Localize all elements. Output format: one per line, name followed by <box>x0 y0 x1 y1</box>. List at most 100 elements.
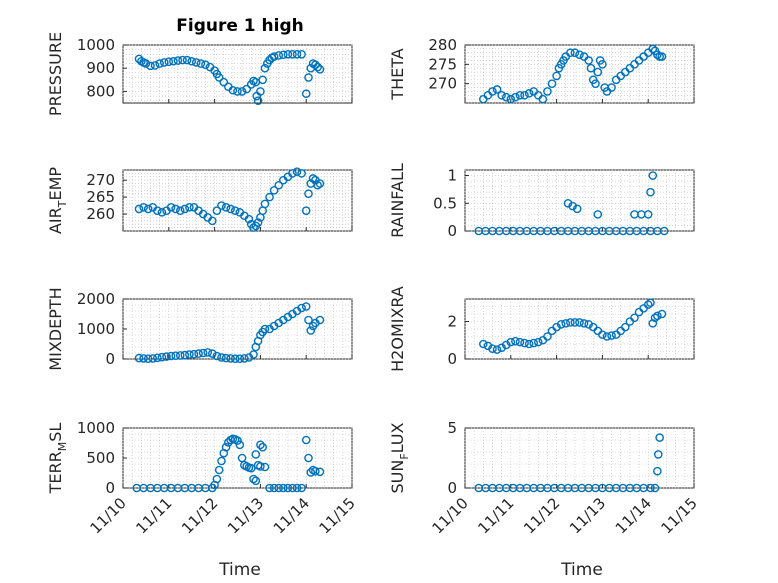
data-point <box>214 465 224 475</box>
data-point <box>593 210 603 219</box>
data-point <box>201 60 210 70</box>
data-point <box>134 353 144 363</box>
data-point <box>288 483 297 493</box>
data-point <box>237 87 247 96</box>
data-point <box>488 344 497 353</box>
y-tick-label: 2000 <box>77 290 115 308</box>
x-tick-label: 11/15 <box>658 494 701 537</box>
data-series <box>132 434 325 493</box>
y-axis-label: TERRMSL <box>46 423 69 495</box>
data-point <box>278 483 288 493</box>
data-point <box>274 180 284 190</box>
data-point <box>579 319 589 328</box>
x-tick-label: 11/10 <box>87 494 130 537</box>
data-point <box>217 353 226 362</box>
x-axis-label-right: Time <box>560 560 603 580</box>
data-point <box>256 87 265 96</box>
y-tick-label: 0 <box>105 479 115 497</box>
data-series <box>134 302 325 364</box>
data-point <box>650 483 660 493</box>
data-point <box>150 61 160 70</box>
data-point <box>653 50 662 59</box>
y-axis-label-main: AIR <box>46 207 65 234</box>
y-tick-label: 0 <box>447 479 457 497</box>
data-point <box>249 350 258 359</box>
data-point <box>584 56 593 65</box>
data-point <box>214 73 224 82</box>
subplot-h2omixra: 0 2 H2OMIXRA <box>388 286 695 372</box>
data-point <box>235 440 245 450</box>
data-point <box>219 77 229 87</box>
gridlines <box>122 298 353 360</box>
y-tick-label: 0 <box>105 350 115 368</box>
data-series <box>474 171 669 236</box>
data-point <box>543 332 552 341</box>
data-point <box>139 202 148 212</box>
data-point <box>630 313 639 323</box>
data-point <box>524 339 534 349</box>
data-point <box>143 354 153 364</box>
data-point <box>570 318 580 327</box>
data-point <box>297 483 306 493</box>
y-tick-label: 1000 <box>77 320 115 338</box>
x-tick-label: 11/14 <box>270 494 313 537</box>
data-point <box>166 202 176 212</box>
data-point <box>143 204 153 214</box>
data-point <box>566 48 575 58</box>
y-axis-label: PRESSURE <box>46 32 65 116</box>
y-axis-label-rest: LUX <box>388 422 407 453</box>
data-point <box>269 186 279 195</box>
data-point <box>607 331 616 340</box>
data-point <box>621 322 630 332</box>
data-point <box>155 59 164 68</box>
gridlines <box>464 44 695 104</box>
data-point <box>217 456 226 466</box>
data-point <box>212 206 222 215</box>
data-point <box>301 89 311 99</box>
data-point <box>191 58 201 67</box>
subplot-pressure: 800 900 1000 PRESSURE <box>46 32 353 116</box>
data-point <box>315 467 325 477</box>
gridlines <box>464 298 695 360</box>
data-point <box>274 51 284 60</box>
x-tick-label: 11/10 <box>429 494 472 537</box>
subplot-rainfall: 0 0.5 1 RAINFALL <box>388 163 695 240</box>
data-point <box>602 332 612 341</box>
data-point <box>301 206 311 215</box>
data-point <box>169 56 178 66</box>
data-point <box>501 92 511 102</box>
y-axis-label: THETA <box>388 48 407 100</box>
data-point <box>258 75 267 85</box>
data-point <box>643 210 653 219</box>
data-point <box>203 348 213 357</box>
data-point <box>226 204 235 214</box>
data-point <box>561 319 571 328</box>
data-point <box>283 483 293 493</box>
data-point <box>575 318 584 327</box>
data-point <box>251 476 261 486</box>
data-point <box>304 73 313 82</box>
x-tick-label: 11/13 <box>566 494 609 537</box>
data-point <box>529 338 539 348</box>
data-point <box>511 92 520 102</box>
subplot-sun_flux: 11/10 11/11 11/12 11/13 11/14 11/15 0 5 SUNFLUX <box>388 419 701 537</box>
x-tick-label: 11/14 <box>612 494 655 537</box>
data-point <box>253 96 263 105</box>
x-axis-label-left: Time <box>218 560 261 580</box>
gridlines <box>122 44 353 103</box>
data-point <box>171 204 180 214</box>
y-tick-label: 280 <box>428 36 457 54</box>
data-point <box>258 442 267 452</box>
figure-title: Figure 1 high <box>176 16 304 36</box>
data-point <box>157 352 167 362</box>
data-point <box>586 63 596 73</box>
data-point <box>308 174 318 183</box>
y-axis-label: SUNFLUX <box>388 422 411 493</box>
data-point <box>653 450 663 459</box>
data-series <box>134 167 325 232</box>
data-point <box>306 468 316 477</box>
data-point <box>217 201 226 210</box>
y-axis-label-subscript: M <box>56 442 69 452</box>
data-point <box>304 453 313 463</box>
